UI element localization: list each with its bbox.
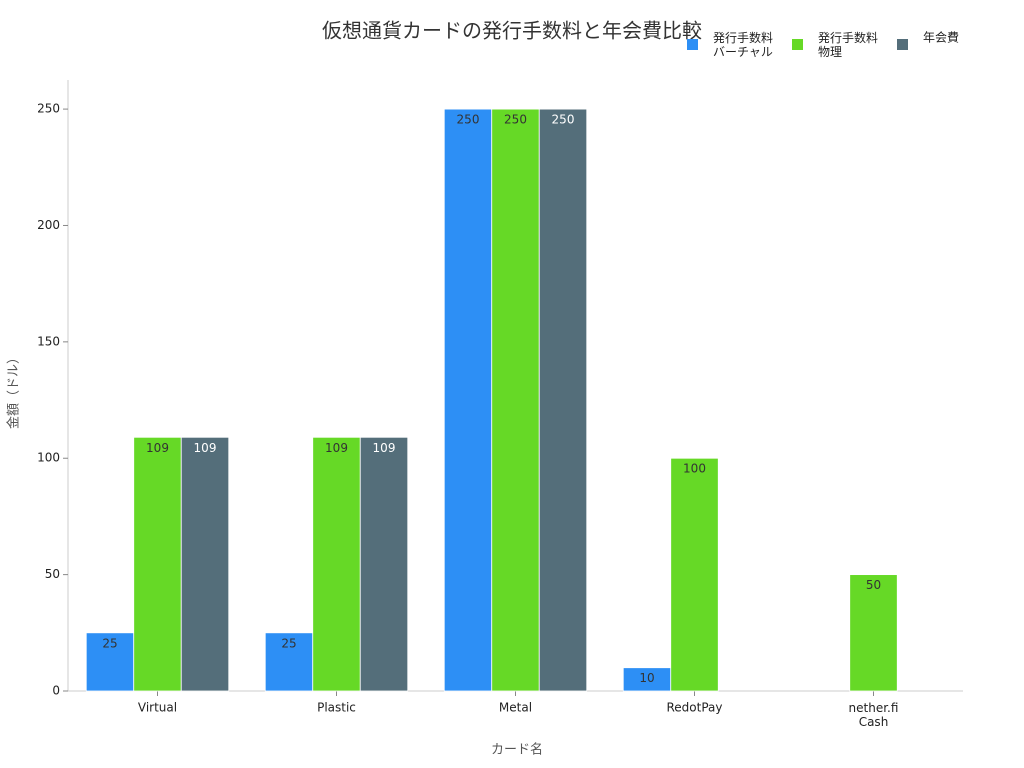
- y-tick-label: 50: [45, 567, 60, 581]
- bar: [264, 632, 314, 692]
- chart-title: 仮想通貨カードの発行手数料と年会費比較: [322, 19, 702, 43]
- x-tick-label: nether.fi Cash: [849, 701, 899, 729]
- value-label: 109: [194, 441, 217, 455]
- value-label: 250: [457, 113, 480, 127]
- y-tick-label: 0: [52, 684, 60, 698]
- value-label: 50: [866, 578, 881, 592]
- bar: [849, 574, 898, 692]
- bar: [180, 436, 230, 692]
- y-tick-label: 200: [37, 218, 60, 232]
- x-tick-label: Virtual: [138, 701, 177, 715]
- value-label: 109: [373, 441, 396, 455]
- bar: [359, 436, 409, 692]
- value-label: 25: [102, 636, 117, 650]
- value-label: 100: [683, 462, 706, 476]
- bar: [443, 108, 493, 692]
- x-tick-label: Metal: [499, 701, 532, 715]
- legend-swatch: [792, 39, 803, 50]
- value-label: 10: [639, 671, 654, 685]
- x-tick-label: Plastic: [317, 701, 356, 715]
- x-axis-label: カード名: [491, 742, 543, 758]
- bar: [312, 436, 361, 692]
- bar: [538, 108, 588, 692]
- bar: [133, 436, 182, 692]
- y-tick-label: 150: [37, 334, 60, 348]
- bar: [491, 108, 540, 692]
- value-label: 109: [146, 441, 169, 455]
- x-tick-label: RedotPay: [667, 701, 723, 715]
- value-label: 250: [552, 113, 575, 127]
- legend-label: 年会費: [923, 30, 959, 45]
- legend-swatch: [897, 39, 908, 50]
- legend-swatch: [687, 39, 698, 50]
- legend-label: 発行手数料バーチャル: [713, 30, 773, 59]
- y-tick-label: 100: [37, 451, 60, 465]
- value-label: 25: [281, 636, 296, 650]
- value-label: 109: [325, 441, 348, 455]
- y-axis-label: 金額（ドル）: [6, 351, 22, 429]
- y-tick-label: 250: [37, 102, 60, 116]
- bar: [670, 457, 719, 692]
- value-label: 250: [504, 113, 527, 127]
- legend-label: 発行手数料物理: [818, 30, 878, 59]
